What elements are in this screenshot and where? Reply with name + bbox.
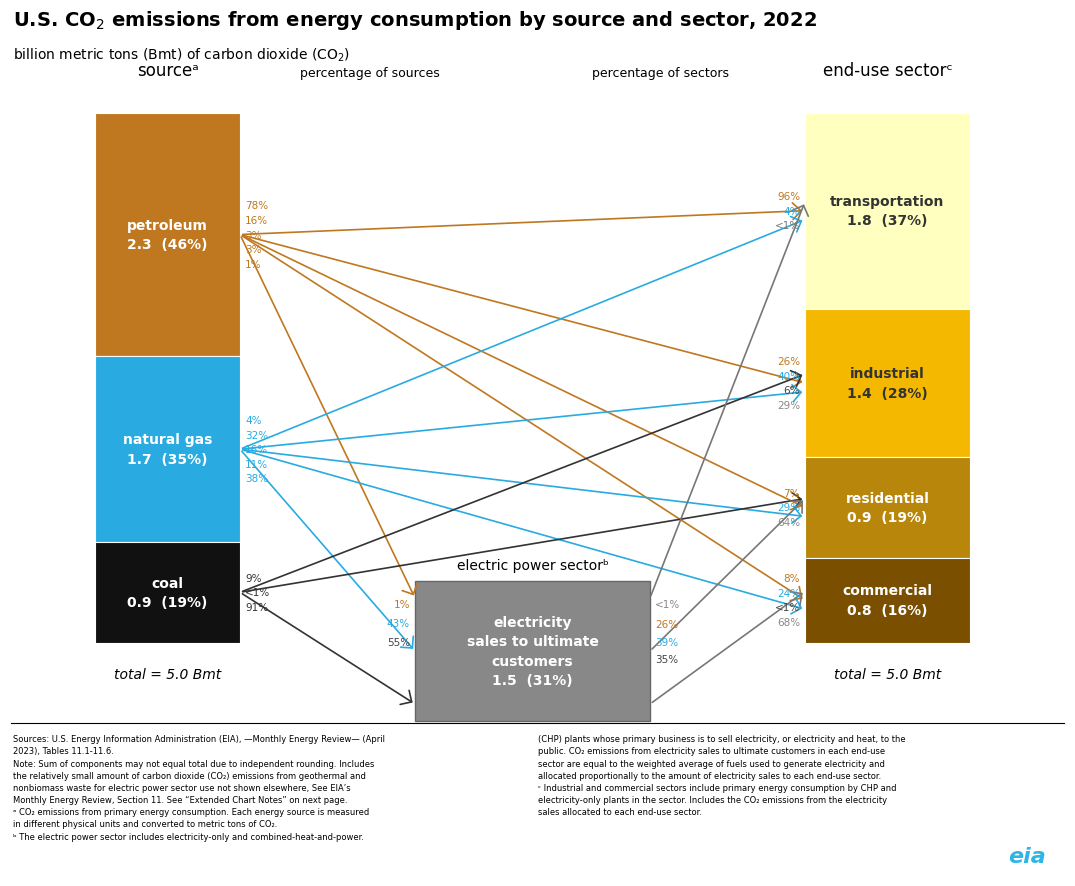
Text: total = 5.0 Bmt: total = 5.0 Bmt — [834, 667, 941, 681]
Bar — [415, 581, 650, 721]
Text: eia: eia — [1007, 846, 1046, 866]
Text: 38%: 38% — [245, 474, 268, 484]
Text: <1%: <1% — [775, 602, 800, 613]
Text: coal
0.9  (19%): coal 0.9 (19%) — [127, 576, 207, 610]
Text: 29%: 29% — [777, 503, 800, 513]
Text: <1%: <1% — [655, 599, 680, 609]
Text: 3%: 3% — [245, 245, 261, 254]
Text: 68%: 68% — [777, 618, 800, 627]
Text: industrial
1.4  (28%): industrial 1.4 (28%) — [847, 367, 928, 400]
Bar — [805, 457, 970, 558]
Text: 1%: 1% — [245, 260, 261, 269]
Text: 16%: 16% — [245, 216, 268, 226]
Bar — [95, 357, 240, 542]
Text: 1%: 1% — [393, 599, 410, 609]
Text: 64%: 64% — [777, 517, 800, 527]
Text: 55%: 55% — [387, 637, 410, 647]
Text: total = 5.0 Bmt: total = 5.0 Bmt — [114, 667, 221, 681]
Text: 8%: 8% — [784, 574, 800, 584]
Text: 26%: 26% — [777, 357, 800, 367]
Text: 43%: 43% — [387, 618, 410, 628]
Text: sourceᵃ: sourceᵃ — [137, 62, 199, 80]
Text: 6%: 6% — [784, 385, 800, 396]
Text: 40%: 40% — [777, 371, 800, 381]
Text: transportation
1.8  (37%): transportation 1.8 (37%) — [830, 195, 945, 229]
Text: Sources: U.S. Energy Information Administration (EIA), —Monthly Energy Review— (: Sources: U.S. Energy Information Adminis… — [13, 734, 385, 841]
Text: (CHP) plants whose primary business is to sell electricity, or electricity and h: (CHP) plants whose primary business is t… — [538, 734, 905, 816]
Text: 3%: 3% — [245, 230, 261, 240]
Text: 96%: 96% — [777, 192, 800, 202]
Text: electric power sectorᵇ: electric power sectorᵇ — [457, 559, 608, 572]
Bar — [805, 113, 970, 309]
Bar — [805, 309, 970, 457]
Text: 32%: 32% — [245, 431, 268, 440]
Text: 39%: 39% — [655, 637, 678, 647]
Text: 11%: 11% — [245, 459, 268, 470]
Text: billion metric tons (Bmt) of carbon dioxide (CO$_2$): billion metric tons (Bmt) of carbon diox… — [13, 46, 350, 64]
Text: 9%: 9% — [245, 573, 261, 583]
Text: 4%: 4% — [245, 416, 261, 425]
Bar — [95, 542, 240, 643]
Text: <1%: <1% — [775, 221, 800, 231]
Text: 4%: 4% — [784, 206, 800, 216]
Text: percentage of sources: percentage of sources — [300, 67, 440, 80]
Text: electricity
sales to ultimate
customers
1.5  (31%): electricity sales to ultimate customers … — [467, 615, 599, 688]
Text: 29%: 29% — [777, 400, 800, 410]
Text: petroleum
2.3  (46%): petroleum 2.3 (46%) — [127, 219, 207, 252]
Text: 78%: 78% — [245, 201, 268, 211]
Text: 16%: 16% — [245, 445, 268, 455]
Text: 26%: 26% — [655, 619, 678, 629]
Text: residential
0.9  (19%): residential 0.9 (19%) — [846, 491, 930, 525]
Text: 7%: 7% — [784, 488, 800, 499]
Text: <1%: <1% — [245, 587, 270, 598]
Text: commercial
0.8  (16%): commercial 0.8 (16%) — [843, 584, 932, 618]
Bar — [95, 113, 240, 357]
Text: 35%: 35% — [655, 655, 678, 664]
Text: percentage of sectors: percentage of sectors — [591, 67, 729, 80]
Text: U.S. CO$_2$ emissions from energy consumption by source and sector, 2022: U.S. CO$_2$ emissions from energy consum… — [13, 9, 817, 32]
Text: end-use sectorᶜ: end-use sectorᶜ — [822, 62, 952, 80]
Text: 91%: 91% — [245, 602, 268, 612]
Text: 24%: 24% — [777, 588, 800, 598]
Bar — [805, 558, 970, 643]
Text: natural gas
1.7  (35%): natural gas 1.7 (35%) — [123, 433, 212, 466]
